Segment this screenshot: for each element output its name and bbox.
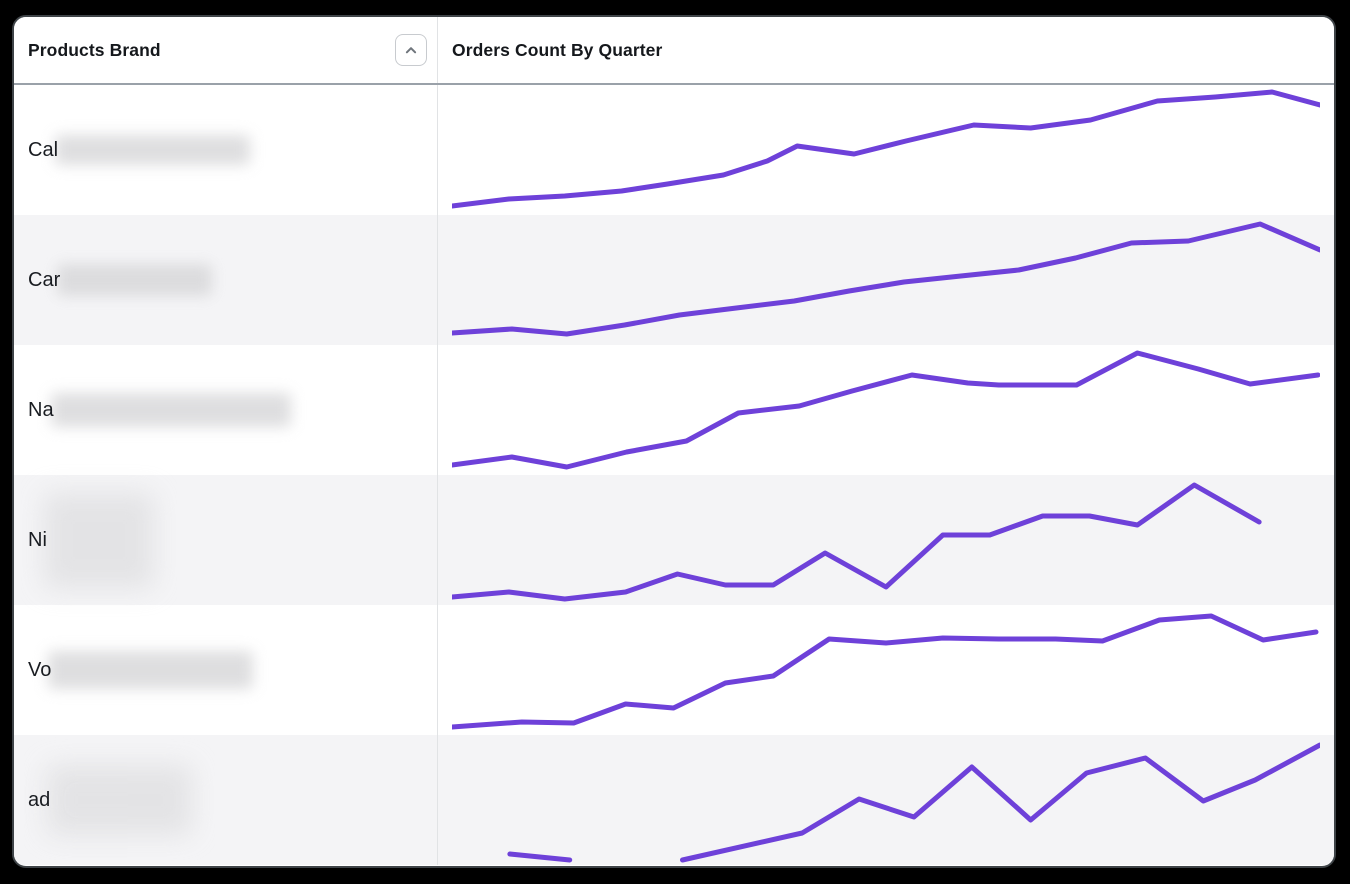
sparkline-cell — [438, 475, 1334, 605]
table-row: Na — [14, 345, 1334, 475]
table-header: Products Brand Orders Count By Quarter — [14, 17, 1334, 85]
brand-cell: ad — [14, 735, 438, 865]
sparkline-series — [452, 482, 1262, 602]
redacted-text-blur — [48, 651, 254, 689]
sparkline-series — [452, 350, 1320, 470]
orders-sparkline-chart — [507, 742, 1320, 863]
sparkline-series — [452, 221, 1320, 337]
sparkline-series — [507, 851, 573, 863]
sparkline-series — [679, 742, 1320, 863]
products-brand-header-label: Products Brand — [28, 39, 161, 60]
header-cell-products-brand: Products Brand — [14, 17, 438, 83]
brand-label: Na — [28, 398, 54, 421]
table-body: Cal Car Na Ni Vo ad — [14, 85, 1334, 865]
sparkline-cell — [438, 215, 1334, 345]
brand-cell: Cal — [14, 85, 438, 215]
redacted-text-blur — [43, 492, 154, 588]
orders-sparkline-chart — [452, 482, 1262, 602]
redacted-text-blur — [55, 135, 251, 165]
orders-sparkline-chart — [452, 221, 1320, 337]
brand-label: Cal — [28, 138, 59, 161]
redacted-text-blur — [50, 393, 291, 427]
table-row: ad — [14, 735, 1334, 865]
redacted-text-blur — [57, 264, 213, 296]
orders-sparkline-chart — [452, 613, 1319, 730]
sparkline-cell — [438, 345, 1334, 475]
brand-label: Car — [28, 268, 61, 291]
table-row: Vo — [14, 605, 1334, 735]
orders-count-header-label: Orders Count By Quarter — [452, 39, 663, 60]
brand-label: Ni — [28, 528, 47, 551]
brand-label: Vo — [28, 658, 52, 681]
sparkline-cell — [438, 735, 1334, 865]
orders-sparkline-chart — [452, 89, 1320, 209]
header-cell-orders-count: Orders Count By Quarter — [438, 17, 1334, 83]
brand-cell: Na — [14, 345, 438, 475]
chevron-up-icon — [400, 39, 422, 61]
table-row: Car — [14, 215, 1334, 345]
sparkline-series — [452, 613, 1319, 730]
table-row: Cal — [14, 85, 1334, 215]
app-window: Products Brand Orders Count By Quarter C… — [12, 15, 1336, 868]
sparkline-cell — [438, 85, 1334, 215]
sort-ascending-button[interactable] — [395, 34, 427, 66]
brand-label: ad — [28, 788, 51, 811]
brand-cell: Vo — [14, 605, 438, 735]
orders-sparkline-chart — [452, 350, 1320, 470]
table-row: Ni — [14, 475, 1334, 605]
sparkline-cell — [438, 605, 1334, 735]
sparkline-series — [452, 89, 1320, 209]
brand-cell: Car — [14, 215, 438, 345]
brand-cell: Ni — [14, 475, 438, 605]
redacted-text-blur — [47, 765, 193, 835]
